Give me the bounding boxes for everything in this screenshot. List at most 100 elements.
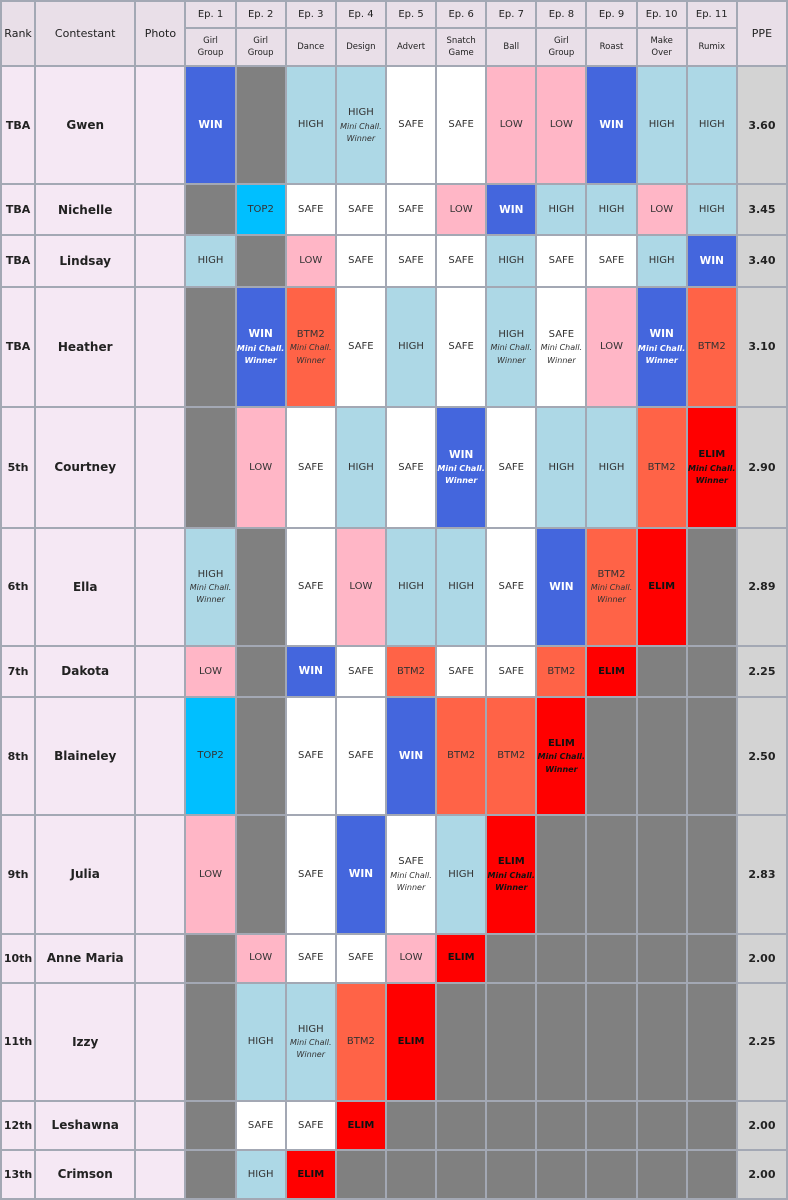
result-label: ELIM	[598, 665, 625, 677]
rank-cell: 6th	[0, 526, 37, 647]
result-label: ELIM	[297, 1168, 325, 1180]
result-label: SAFE	[247, 1119, 274, 1131]
result-cell: SAFE	[334, 932, 387, 984]
table-body: TBA Gwen WIN HIGH HIGH Mini Chall. Winner SAFE S…	[0, 64, 788, 1200]
result-label: SAFE	[348, 952, 374, 964]
empty-result-cell	[585, 1099, 638, 1151]
result-label: WIN	[398, 749, 424, 762]
result-label: LOW	[199, 868, 222, 880]
result-label: BTM2	[296, 328, 325, 340]
ppe-cell: 2.25	[735, 644, 788, 698]
result-cell: SAFE	[435, 234, 488, 288]
episode-number-header: Ep. 5	[384, 0, 438, 29]
contestant-name: Ella	[34, 526, 137, 647]
result-label: HIGH	[548, 204, 575, 216]
result-label: SAFE	[298, 204, 324, 216]
ppe-cell: 2.90	[735, 406, 788, 529]
empty-result-cell	[685, 1148, 738, 1200]
empty-result-cell	[384, 1148, 438, 1200]
contestant-name: Gwen	[34, 64, 137, 186]
result-label: WIN	[699, 254, 724, 267]
episode-number-header: Ep. 2	[234, 0, 287, 29]
result-label: BTM2	[647, 461, 676, 473]
empty-result-cell	[685, 1099, 738, 1151]
result-cell: BTM2	[435, 695, 488, 817]
empty-result-cell	[585, 695, 638, 817]
result-label: SAFE	[498, 461, 524, 473]
result-cell: LOW	[485, 64, 538, 186]
empty-result-cell	[635, 981, 688, 1102]
mini-challenge-winner-note: Mini Chall.	[340, 121, 382, 131]
mini-challenge-winner-note: Mini Chall.	[189, 583, 232, 593]
episode-title-header: Ball	[485, 27, 538, 67]
result-cell: SAFE	[435, 644, 488, 698]
episode-number-header: Ep. 9	[585, 0, 638, 29]
result-label: LOW	[349, 580, 373, 592]
result-cell: SAFE	[234, 1099, 287, 1151]
empty-result-cell	[685, 814, 738, 935]
table-header: Rank Contestant Photo Ep. 1 Ep. 2 Ep. 3 Ep.…	[0, 0, 788, 67]
contestant-row: 5th Courtney LOW SAFE HIGH SAFE WIN Mini Chall.…	[0, 406, 788, 529]
result-label: LOW	[399, 952, 423, 964]
result-label: SAFE	[398, 204, 424, 216]
mini-challenge-winner-note: Winner	[695, 476, 728, 486]
result-cell: ELIM	[334, 1099, 387, 1151]
result-label: HIGH	[498, 328, 525, 340]
result-label: SAFE	[348, 750, 374, 762]
result-cell: HIGH	[535, 183, 588, 237]
result-cell: HIGH	[435, 814, 488, 935]
result-label: HIGH	[648, 255, 675, 267]
empty-result-cell	[435, 1099, 488, 1151]
episode-number-header: Ep. 8	[535, 0, 588, 29]
empty-result-cell	[685, 526, 738, 647]
result-label: SAFE	[398, 119, 424, 131]
result-cell: SAFE	[334, 695, 387, 817]
result-cell: BTM2	[384, 644, 438, 698]
result-label: HIGH	[598, 204, 625, 216]
contestant-name: Leshawna	[34, 1099, 137, 1151]
mini-challenge-winner-note: Mini Chall.	[437, 464, 485, 474]
mini-challenge-winner-note: Mini Chall.	[290, 343, 332, 353]
contestant-row: 11th Izzy HIGH HIGH Mini Chall. Winner BTM2 ELI…	[0, 981, 788, 1102]
contestant-name: Izzy	[34, 981, 137, 1102]
result-cell: ELIM	[284, 1148, 337, 1200]
header-row-titles: Girl Group Girl Group Dance Design Advert Snatc…	[1, 27, 787, 67]
contestant-name: Courtney	[34, 406, 137, 529]
result-label: BTM2	[497, 750, 526, 762]
episode-number-header: Ep. 4	[334, 0, 387, 29]
mini-challenge-winner-note: Winner	[495, 883, 528, 893]
photo-cell	[134, 932, 187, 984]
result-cell: WIN	[184, 64, 237, 186]
header-row-episodes: Rank Contestant Photo Ep. 1 Ep. 2 Ep. 3 Ep.…	[0, 0, 788, 67]
result-label: LOW	[499, 119, 523, 131]
result-label: SAFE	[348, 341, 374, 353]
empty-result-cell	[635, 1148, 688, 1200]
contestant-row: 8th Blaineley TOP2 SAFE SAFE WIN BTM2 BTM2 ELIM M…	[0, 695, 788, 817]
result-cell: SAFE	[384, 64, 438, 186]
photo-cell	[134, 1099, 187, 1151]
result-cell: BTM2 Mini Chall. Winner	[284, 285, 337, 409]
empty-result-cell	[635, 695, 688, 817]
result-cell: LOW	[284, 234, 337, 288]
episode-title-header: Make Over	[635, 27, 688, 67]
rank-cell: 8th	[0, 695, 37, 817]
episode-title-header: Dance	[284, 27, 337, 67]
result-label: SAFE	[548, 328, 575, 340]
empty-result-cell	[485, 932, 538, 984]
mini-challenge-winner-note: Winner	[296, 355, 325, 365]
contestant-name: Crimson	[34, 1148, 137, 1200]
photo-cell	[134, 234, 187, 288]
result-label: WIN	[449, 448, 474, 461]
contestant-name: Lindsay	[34, 234, 137, 288]
result-cell: ELIM Mini Chall. Winner	[685, 406, 738, 529]
photo-cell	[134, 406, 187, 529]
result-label: SAFE	[298, 461, 324, 473]
rank-cell: 9th	[0, 814, 37, 935]
mini-challenge-winner-note: Winner	[346, 133, 376, 143]
result-cell: SAFE	[284, 183, 337, 237]
episode-number-header: Ep. 6	[435, 0, 488, 29]
empty-result-cell	[485, 981, 538, 1102]
empty-result-cell	[535, 1099, 588, 1151]
empty-result-cell	[184, 183, 237, 237]
result-label: BTM2	[346, 1035, 375, 1047]
